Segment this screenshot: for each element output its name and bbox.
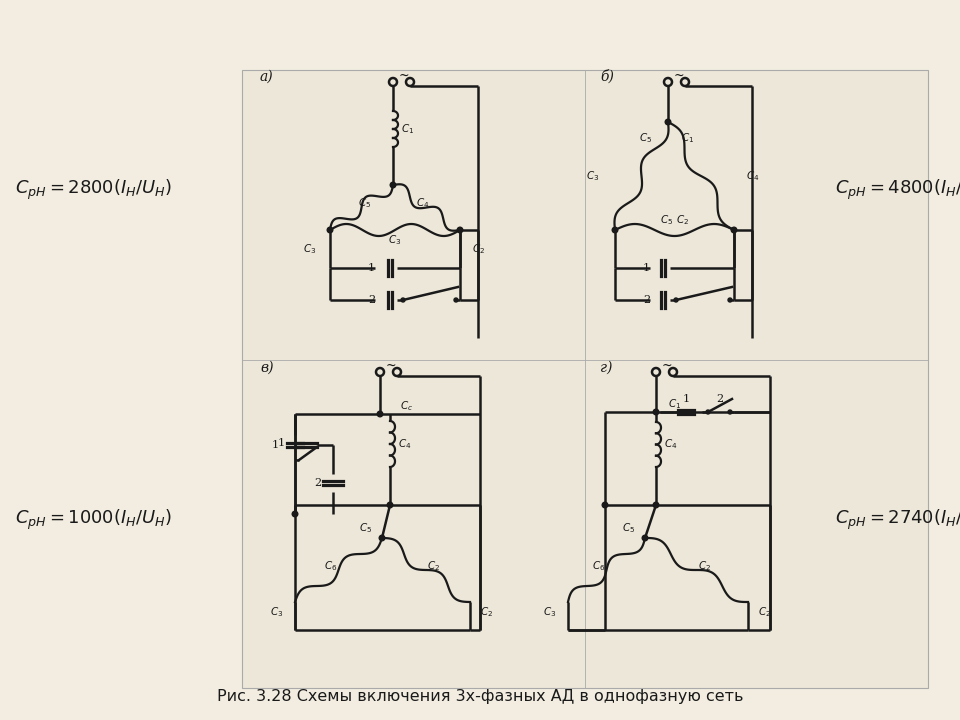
Circle shape xyxy=(389,78,397,86)
Text: $C_5$: $C_5$ xyxy=(639,131,653,145)
Circle shape xyxy=(653,409,659,415)
Text: г): г) xyxy=(600,361,612,375)
Text: ~: ~ xyxy=(673,68,684,81)
Text: ~: ~ xyxy=(661,359,672,372)
Bar xyxy=(242,70,928,688)
Circle shape xyxy=(612,228,618,233)
Text: $C_{pH} = 2800(I_H/U_H)$: $C_{pH} = 2800(I_H/U_H)$ xyxy=(15,178,173,202)
Text: б): б) xyxy=(600,70,613,84)
Text: ~: ~ xyxy=(385,359,396,372)
Text: $C_6$: $C_6$ xyxy=(324,559,337,573)
Text: $C_4$: $C_4$ xyxy=(417,196,430,210)
Text: $C_3$: $C_3$ xyxy=(542,605,556,619)
Circle shape xyxy=(669,368,677,376)
Text: $C_{pH} = 2740(I_H/U_H)$: $C_{pH} = 2740(I_H/U_H)$ xyxy=(835,508,960,532)
Text: $C_3$: $C_3$ xyxy=(586,169,599,183)
Circle shape xyxy=(457,228,463,233)
Text: ~: ~ xyxy=(398,68,409,81)
Text: $C_5$: $C_5$ xyxy=(622,521,635,535)
Text: $C_5$: $C_5$ xyxy=(359,521,372,535)
Text: $C_{pH} = 4800(I_H/U_H)$: $C_{pH} = 4800(I_H/U_H)$ xyxy=(835,178,960,202)
Text: $C_2$: $C_2$ xyxy=(472,242,485,256)
Text: а): а) xyxy=(260,70,274,84)
Text: 1: 1 xyxy=(277,438,285,448)
Text: $C_c$: $C_c$ xyxy=(400,399,413,413)
Circle shape xyxy=(393,368,401,376)
Text: 2: 2 xyxy=(368,295,375,305)
Text: $C_6$: $C_6$ xyxy=(591,559,605,573)
Text: $C_4$: $C_4$ xyxy=(664,437,678,451)
Circle shape xyxy=(674,298,678,302)
Text: $C_2$: $C_2$ xyxy=(698,559,711,573)
Circle shape xyxy=(387,503,393,508)
Circle shape xyxy=(652,368,660,376)
Text: $C_4$: $C_4$ xyxy=(398,437,412,451)
Text: 2: 2 xyxy=(643,295,650,305)
Text: $C_1$: $C_1$ xyxy=(682,131,695,145)
Circle shape xyxy=(728,410,732,414)
Circle shape xyxy=(728,298,732,302)
Circle shape xyxy=(377,411,383,417)
Text: $C_2$: $C_2$ xyxy=(480,605,493,619)
Text: 2: 2 xyxy=(716,394,724,404)
Circle shape xyxy=(379,535,385,541)
Circle shape xyxy=(642,535,648,541)
Circle shape xyxy=(406,78,414,86)
Text: 1: 1 xyxy=(683,394,689,404)
Text: 2: 2 xyxy=(314,478,321,488)
Circle shape xyxy=(602,503,608,508)
Circle shape xyxy=(292,511,298,517)
Circle shape xyxy=(376,368,384,376)
Circle shape xyxy=(401,298,405,302)
Circle shape xyxy=(664,78,672,86)
Text: $C_2$: $C_2$ xyxy=(427,559,441,573)
Text: $C_2$: $C_2$ xyxy=(676,213,689,227)
Text: $C_1$: $C_1$ xyxy=(401,122,414,136)
Text: $C_2$: $C_2$ xyxy=(758,605,771,619)
Circle shape xyxy=(732,228,737,233)
Circle shape xyxy=(327,228,333,233)
Text: $C_3$: $C_3$ xyxy=(389,233,401,247)
Text: 1: 1 xyxy=(272,440,279,450)
Text: $C_5$: $C_5$ xyxy=(358,196,372,210)
Circle shape xyxy=(665,120,671,125)
Text: $C_{pH} = 1000(I_H/U_H)$: $C_{pH} = 1000(I_H/U_H)$ xyxy=(15,508,173,532)
Circle shape xyxy=(390,182,396,188)
Text: $C_3$: $C_3$ xyxy=(302,242,316,256)
Circle shape xyxy=(653,503,659,508)
Circle shape xyxy=(681,78,689,86)
Text: Рис. 3.28 Схемы включения 3х-фазных АД в однофазную сеть: Рис. 3.28 Схемы включения 3х-фазных АД в… xyxy=(217,689,743,704)
Circle shape xyxy=(706,410,710,414)
Text: в): в) xyxy=(260,361,274,375)
Text: $C_4$: $C_4$ xyxy=(746,169,759,183)
Text: $C_1$: $C_1$ xyxy=(668,397,682,411)
Text: 1: 1 xyxy=(643,263,650,273)
Text: 1: 1 xyxy=(368,263,375,273)
Text: $C_3$: $C_3$ xyxy=(270,605,283,619)
Circle shape xyxy=(454,298,458,302)
Text: $C_5$: $C_5$ xyxy=(660,213,673,227)
